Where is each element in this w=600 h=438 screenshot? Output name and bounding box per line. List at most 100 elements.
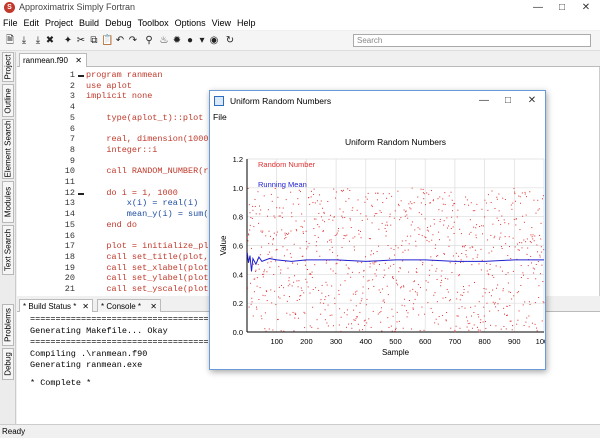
random-point (272, 329, 274, 331)
menu-edit[interactable]: Edit (23, 18, 40, 28)
random-point (322, 230, 324, 232)
code-line[interactable]: program ranmean (86, 70, 163, 80)
plot-menu-file[interactable]: File (213, 112, 227, 122)
stop-icon[interactable]: ◉ (209, 35, 219, 46)
code-line[interactable]: do i = 1, 1000 (86, 187, 178, 198)
editor-tab[interactable]: ranmean.f90 ✕ (19, 53, 87, 67)
chevron-down-icon[interactable]: ▾ (199, 35, 205, 46)
minimize-icon[interactable]: — (533, 2, 543, 13)
random-point (292, 203, 294, 205)
random-point (286, 233, 288, 235)
code-line[interactable]: real, dimension(1000)::x, (86, 134, 234, 145)
code-line[interactable]: x(i) = real(i) (86, 198, 199, 209)
close-icon[interactable]: ✕ (527, 95, 537, 106)
tab-debug[interactable]: Debug (2, 348, 14, 380)
random-point (337, 255, 339, 257)
random-point (536, 244, 538, 246)
minimize-icon[interactable]: — (479, 95, 489, 106)
random-point (451, 216, 453, 218)
code-line[interactable]: end do (86, 219, 138, 230)
close-file-icon[interactable]: ✖ (45, 35, 55, 46)
random-point (256, 277, 258, 279)
menu-toolbox[interactable]: Toolbox (137, 18, 169, 28)
tab-outline[interactable]: Outline (2, 84, 14, 117)
menu-file[interactable]: File (3, 18, 18, 28)
tab-element-search[interactable]: Element Search (2, 119, 14, 179)
random-point (373, 253, 375, 255)
tab-modules[interactable]: Modules (2, 181, 14, 223)
code-line[interactable]: call RANDOM_NUMBER(rand_y (86, 166, 234, 177)
code-line[interactable]: implicit none (86, 91, 153, 102)
code-line[interactable]: integer::i (86, 144, 158, 155)
random-point (253, 263, 255, 265)
tab-text-search[interactable]: Text Search (2, 225, 14, 275)
settings-icon[interactable]: ↻ (225, 35, 235, 46)
save-icon[interactable]: ⤓ (21, 35, 27, 46)
plot-window[interactable]: Uniform Random Numbers — □ ✕ File Unifor… (209, 90, 546, 370)
random-point (443, 220, 445, 222)
wand-icon[interactable]: ✦ (63, 35, 73, 46)
random-point (500, 223, 502, 225)
code-line[interactable]: type(aplot_t)::plot (86, 112, 204, 123)
random-point (441, 210, 443, 212)
random-point (381, 288, 383, 290)
close-icon[interactable]: ✕ (75, 56, 82, 65)
tab-problems[interactable]: Problems (2, 304, 14, 346)
random-point (287, 285, 289, 287)
random-point (371, 222, 373, 224)
random-point (277, 319, 279, 321)
code-line[interactable]: use aplot (86, 80, 132, 91)
random-point (508, 236, 510, 238)
undo-icon[interactable]: ↶ (115, 35, 125, 46)
save-all-icon[interactable]: ⤓ (35, 35, 41, 46)
random-point (416, 292, 418, 294)
close-icon[interactable]: ✕ (581, 2, 591, 13)
menu-help[interactable]: Help (237, 18, 256, 28)
fold-marker-icon[interactable] (78, 75, 84, 77)
tab-console[interactable]: * Console * ✕ (97, 299, 161, 313)
random-point (300, 225, 302, 227)
menu-view[interactable]: View (211, 18, 232, 28)
tab-build-status[interactable]: * Build Status * ✕ (19, 299, 93, 313)
fold-marker-icon[interactable] (78, 192, 84, 195)
debug-icon[interactable]: ✹ (172, 35, 182, 46)
find-icon[interactable]: ⚲ (145, 35, 153, 46)
search-input[interactable]: Search (353, 34, 591, 47)
random-point (531, 236, 533, 238)
code-line[interactable]: plot = initialize_plot() (86, 241, 229, 252)
menu-build[interactable]: Build (79, 18, 100, 28)
y-tick-label: 0.4 (233, 270, 243, 279)
plot-title-bar[interactable]: Uniform Random Numbers — □ ✕ (210, 91, 545, 111)
random-point (518, 249, 520, 251)
menu-project[interactable]: Project (45, 18, 74, 28)
run-icon[interactable]: ● (186, 35, 194, 46)
random-point (334, 303, 336, 305)
random-point (249, 212, 251, 214)
tab-project[interactable]: Project (2, 52, 14, 82)
random-point (341, 190, 343, 192)
paste-icon[interactable]: 📋 (101, 35, 114, 46)
maximize-icon[interactable]: □ (504, 95, 512, 106)
menu-options[interactable]: Options (174, 18, 206, 28)
new-file-icon[interactable]: 🗎 (5, 35, 15, 46)
close-icon[interactable]: ✕ (82, 302, 89, 311)
random-point (414, 280, 416, 282)
copy-icon[interactable]: ⧉ (90, 35, 98, 46)
random-point (379, 210, 381, 212)
running-mean-line (246, 252, 544, 272)
random-point (449, 262, 451, 264)
random-point (498, 220, 500, 222)
random-point (280, 330, 282, 332)
random-point (535, 263, 537, 265)
maximize-icon[interactable]: □ (558, 2, 566, 13)
random-point (277, 296, 279, 298)
random-point (534, 323, 536, 325)
cut-icon[interactable]: ✂ (76, 35, 86, 46)
build-icon[interactable]: ♨ (159, 35, 169, 46)
random-point (433, 223, 435, 225)
random-point (512, 325, 514, 327)
close-icon[interactable]: ✕ (150, 302, 157, 311)
menu-debug[interactable]: Debug (105, 18, 132, 28)
redo-icon[interactable]: ↷ (128, 35, 138, 46)
random-point (463, 246, 465, 248)
